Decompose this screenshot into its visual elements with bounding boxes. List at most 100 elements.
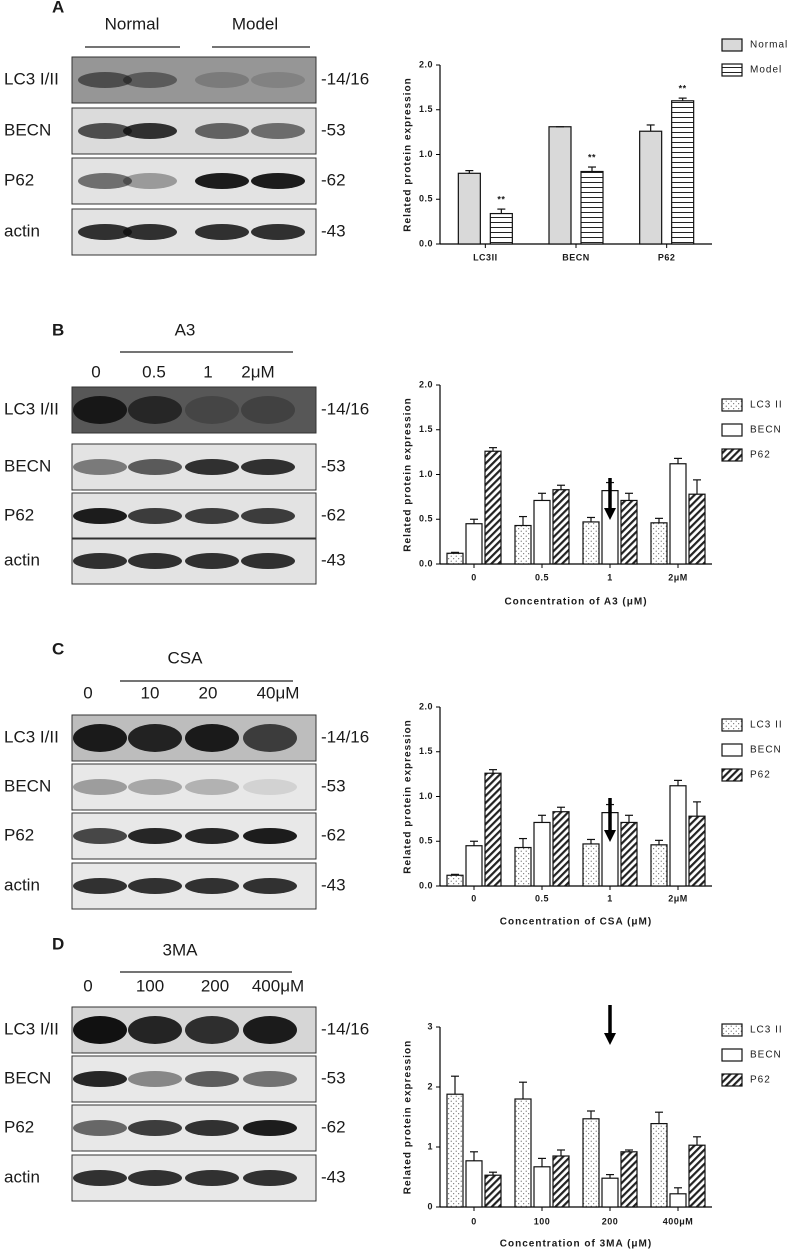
bar <box>650 1122 668 1208</box>
bar <box>465 845 483 887</box>
legend-label: Normal <box>750 40 788 51</box>
significance-label: ** <box>588 152 596 162</box>
y-tick-label: 2 <box>427 1081 433 1091</box>
bar <box>650 844 668 887</box>
error-bar <box>470 518 478 524</box>
mw-marker: -14/16 <box>321 399 369 418</box>
band <box>123 173 177 189</box>
x-tick-label: 100 <box>534 1216 551 1226</box>
band <box>195 123 249 139</box>
y-tick-label: 0.5 <box>419 194 433 204</box>
bar <box>552 811 570 887</box>
band <box>128 828 182 844</box>
error-bar <box>587 516 595 522</box>
band <box>78 173 132 189</box>
panel-label: B <box>52 320 64 339</box>
error-bar <box>693 1136 701 1146</box>
bar <box>582 521 600 565</box>
row-label: BECN <box>4 120 51 139</box>
y-tick-label: 0.0 <box>419 558 433 568</box>
blot-frame <box>71 492 317 540</box>
band <box>78 123 132 139</box>
bar <box>533 499 551 565</box>
lane-label: 2μM <box>241 362 274 381</box>
band <box>73 508 127 524</box>
mw-marker: -14/16 <box>321 69 369 88</box>
row-label: actin <box>4 1167 40 1186</box>
legend-label: Model <box>750 65 782 76</box>
band <box>128 1071 182 1087</box>
error-bar <box>625 1149 633 1152</box>
band <box>128 1016 182 1044</box>
legend-swatch <box>721 1048 743 1062</box>
band <box>73 1120 127 1136</box>
y-tick-label: 0.5 <box>419 836 433 846</box>
error-bar <box>519 837 527 848</box>
error-bar <box>655 517 663 523</box>
error-bar <box>674 779 682 786</box>
error-bar <box>655 839 663 845</box>
bar <box>688 1144 706 1208</box>
band <box>185 779 239 795</box>
blot-strip <box>71 714 317 762</box>
error-bar <box>538 814 546 823</box>
y-tick-label: 0.0 <box>419 880 433 890</box>
lane-label: 0 <box>91 362 100 381</box>
x-tick-label: BECN <box>562 252 590 262</box>
band <box>251 224 305 240</box>
error-bar <box>588 166 596 172</box>
error-bar <box>693 479 701 495</box>
blot-strip <box>71 812 317 860</box>
legend-label: BECN <box>750 425 782 436</box>
bar <box>620 499 638 565</box>
error-bar <box>489 447 497 452</box>
blot-frame <box>71 537 317 585</box>
lane-label: 0 <box>83 683 92 702</box>
band <box>128 553 182 569</box>
lane-label: 400μM <box>252 976 304 995</box>
x-tick-label: 400μM <box>663 1216 694 1226</box>
band <box>185 508 239 524</box>
error-bar <box>489 769 497 774</box>
bar <box>484 450 502 565</box>
row-label: BECN <box>4 776 51 795</box>
x-axis-label: Concentration of CSA (μM) <box>500 917 652 928</box>
x-axis-label: Concentration of 3MA (μM) <box>500 1239 652 1250</box>
blot-strip <box>71 56 317 104</box>
blot-strip <box>71 537 317 585</box>
error-bar <box>497 208 506 214</box>
band <box>195 173 249 189</box>
row-label: actin <box>4 550 40 569</box>
band <box>185 396 239 424</box>
y-axis-label: Related protein expression <box>403 719 414 873</box>
lane-label: 0.5 <box>142 362 166 381</box>
legend-label: LC3 II <box>750 400 783 411</box>
x-tick-label: 2μM <box>668 572 688 582</box>
y-tick-label: 1.5 <box>419 424 433 434</box>
lane-label: 10 <box>141 683 160 702</box>
legend-label: BECN <box>750 1050 782 1061</box>
blot-frame <box>71 56 317 104</box>
error-bar <box>587 1110 595 1119</box>
legend-swatch <box>721 38 743 52</box>
bar <box>582 1118 600 1208</box>
band <box>243 1071 297 1087</box>
blot-strip <box>71 107 317 155</box>
legend-swatch <box>721 718 743 732</box>
blot-frame <box>71 208 317 256</box>
blot-strip <box>71 763 317 811</box>
band <box>128 1120 182 1136</box>
x-tick-label: 0.5 <box>535 572 549 582</box>
group-label: CSA <box>168 648 204 667</box>
bar <box>639 130 663 245</box>
bar <box>620 821 638 887</box>
error-bar <box>655 1111 663 1124</box>
y-axis-label: Related protein expression <box>403 1040 414 1194</box>
bar <box>688 493 706 565</box>
blot-strip <box>71 208 317 256</box>
bar <box>580 170 604 245</box>
band <box>185 459 239 475</box>
blot-strip <box>71 492 317 540</box>
band <box>243 1016 297 1044</box>
